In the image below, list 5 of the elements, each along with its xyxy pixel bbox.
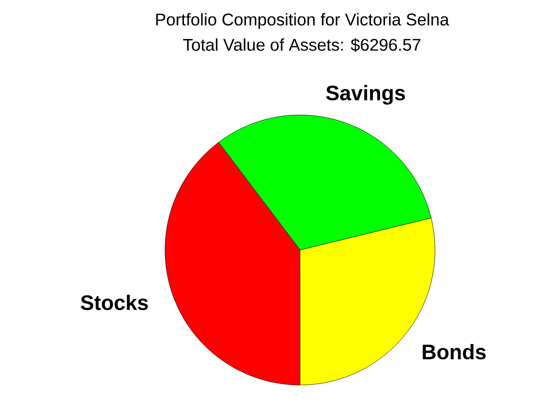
slice-label: Bonds [422,344,486,360]
chart-subtitle: Total Value of Assets: $6296.57 [183,38,420,52]
chart-title: Portfolio Composition for Victoria Selna [156,13,450,29]
slice-label: Stocks [80,294,148,310]
slice-label: Savings [326,85,405,105]
